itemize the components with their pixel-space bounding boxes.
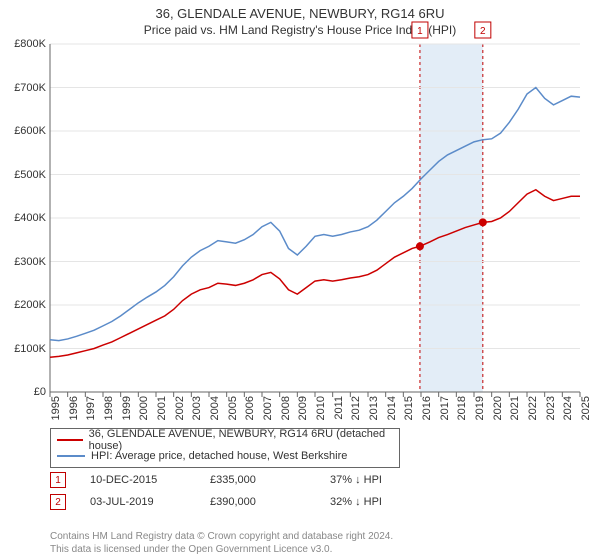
x-axis-tick-label: 2024 <box>562 396 574 420</box>
x-axis-tick-label: 2011 <box>333 396 345 420</box>
x-axis-tick-label: 2016 <box>421 396 433 420</box>
event-row: 1 10-DEC-2015 £335,000 37% ↓ HPI <box>50 472 580 488</box>
x-axis-tick-label: 2012 <box>350 396 362 420</box>
x-axis-tick-label: 1998 <box>103 396 115 420</box>
x-axis-tick-label: 2004 <box>209 396 221 420</box>
x-axis-tick-label: 2008 <box>280 396 292 420</box>
x-axis-tick-label: 2018 <box>456 396 468 420</box>
x-axis-tick-label: 1997 <box>85 396 97 420</box>
x-axis-tick-label: 2014 <box>386 396 398 420</box>
y-axis-tick-label: £0 <box>34 386 46 398</box>
chart-title: 36, GLENDALE AVENUE, NEWBURY, RG14 6RU <box>0 0 600 21</box>
y-axis-tick-label: £800K <box>14 38 46 50</box>
svg-text:1: 1 <box>417 26 423 37</box>
x-axis-tick-label: 2022 <box>527 396 539 420</box>
x-axis-tick-label: 2009 <box>297 396 309 420</box>
x-axis-tick-label: 2003 <box>191 396 203 420</box>
legend-item: 36, GLENDALE AVENUE, NEWBURY, RG14 6RU (… <box>57 432 393 448</box>
chart-subtitle: Price paid vs. HM Land Registry's House … <box>0 21 600 41</box>
x-axis-tick-label: 2013 <box>368 396 380 420</box>
legend-swatch <box>57 455 85 457</box>
x-axis-tick-label: 2000 <box>138 396 150 420</box>
y-axis-tick-label: £700K <box>14 82 46 94</box>
event-marker-box: 2 <box>50 494 66 510</box>
x-axis-tick-label: 2005 <box>227 396 239 420</box>
event-date: 03-JUL-2019 <box>90 496 210 508</box>
y-axis-tick-label: £500K <box>14 169 46 181</box>
y-axis-tick-label: £200K <box>14 299 46 311</box>
x-axis-tick-label: 2023 <box>545 396 557 420</box>
x-axis-tick-label: 1995 <box>50 396 62 420</box>
x-axis-tick-label: 2002 <box>174 396 186 420</box>
x-axis-tick-label: 2007 <box>262 396 274 420</box>
legend-label: 36, GLENDALE AVENUE, NEWBURY, RG14 6RU (… <box>89 428 393 452</box>
event-marker-box: 1 <box>50 472 66 488</box>
y-axis-tick-label: £600K <box>14 125 46 137</box>
x-axis-tick-label: 2025 <box>580 396 592 420</box>
event-price: £335,000 <box>210 474 330 486</box>
chart-legend: 36, GLENDALE AVENUE, NEWBURY, RG14 6RU (… <box>50 428 400 468</box>
chart-plot-area: 12 £0£100K£200K£300K£400K£500K£600K£700K… <box>50 44 580 392</box>
svg-text:2: 2 <box>480 26 486 37</box>
x-axis-tick-label: 2015 <box>403 396 415 420</box>
x-axis-tick-label: 2019 <box>474 396 486 420</box>
x-axis-tick-label: 2006 <box>244 396 256 420</box>
chart-attribution: Contains HM Land Registry data © Crown c… <box>50 531 580 556</box>
legend-label: HPI: Average price, detached house, West… <box>91 450 347 462</box>
legend-item: HPI: Average price, detached house, West… <box>57 448 393 464</box>
event-price: £390,000 <box>210 496 330 508</box>
y-axis-tick-label: £300K <box>14 256 46 268</box>
y-axis-tick-label: £100K <box>14 343 46 355</box>
x-axis-tick-label: 2021 <box>509 396 521 420</box>
y-axis-tick-label: £400K <box>14 212 46 224</box>
x-axis-tick-label: 1996 <box>68 396 80 420</box>
event-date: 10-DEC-2015 <box>90 474 210 486</box>
event-row: 2 03-JUL-2019 £390,000 32% ↓ HPI <box>50 494 580 510</box>
x-axis-tick-label: 2020 <box>492 396 504 420</box>
x-axis-tick-label: 1999 <box>121 396 133 420</box>
event-delta: 37% ↓ HPI <box>330 474 450 486</box>
legend-swatch <box>57 439 83 441</box>
x-axis-tick-label: 2001 <box>156 396 168 420</box>
event-delta: 32% ↓ HPI <box>330 496 450 508</box>
x-axis-tick-label: 2017 <box>439 396 451 420</box>
x-axis-tick-label: 2010 <box>315 396 327 420</box>
